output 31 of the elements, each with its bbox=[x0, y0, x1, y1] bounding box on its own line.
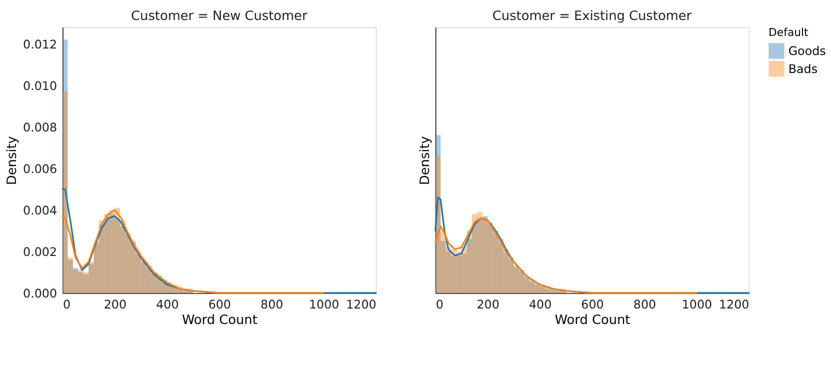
x-tick-label: 0 bbox=[436, 297, 444, 312]
y-tick-label: 0.004 bbox=[23, 203, 58, 218]
legend-title: Default bbox=[768, 26, 810, 40]
x-tick-label: 0 bbox=[62, 297, 71, 312]
y-tick-label: 0.008 bbox=[23, 120, 58, 134]
x-tick-label: 1000 bbox=[308, 297, 340, 312]
x-tick-label: 600 bbox=[581, 297, 604, 312]
x-tick-label: 1200 bbox=[346, 297, 376, 312]
chart-title: Customer = Existing Customer bbox=[492, 9, 692, 24]
legend-label: Goods bbox=[788, 44, 826, 58]
y-axis-title: Density bbox=[418, 136, 433, 186]
x-axis-title: Word Count bbox=[554, 313, 630, 328]
x-tick-label: 400 bbox=[156, 297, 179, 312]
chart-title: Customer = New Customer bbox=[131, 9, 308, 24]
y-tick-label: 0.006 bbox=[23, 162, 58, 176]
x-tick-label: 200 bbox=[104, 297, 127, 312]
legend-label: Bads bbox=[788, 62, 818, 76]
x-tick-label: 800 bbox=[260, 297, 284, 312]
x-tick-label: 600 bbox=[208, 297, 231, 312]
y-tick-label: 0.000 bbox=[23, 286, 58, 300]
y-tick-label: 0.002 bbox=[23, 244, 58, 259]
x-tick-label: 1000 bbox=[682, 297, 712, 312]
line-series bbox=[62, 209, 324, 294]
y-axis-title: Density bbox=[5, 136, 20, 186]
y-tick-label: 0.012 bbox=[23, 37, 58, 52]
x-axis-title: Word Count bbox=[182, 313, 258, 328]
y-tick-label: 0.010 bbox=[23, 78, 58, 93]
x-tick-label: 200 bbox=[476, 297, 500, 312]
x-tick-label: 800 bbox=[633, 297, 656, 312]
x-tick-label: 1200 bbox=[718, 297, 750, 312]
x-tick-label: 400 bbox=[528, 297, 552, 312]
